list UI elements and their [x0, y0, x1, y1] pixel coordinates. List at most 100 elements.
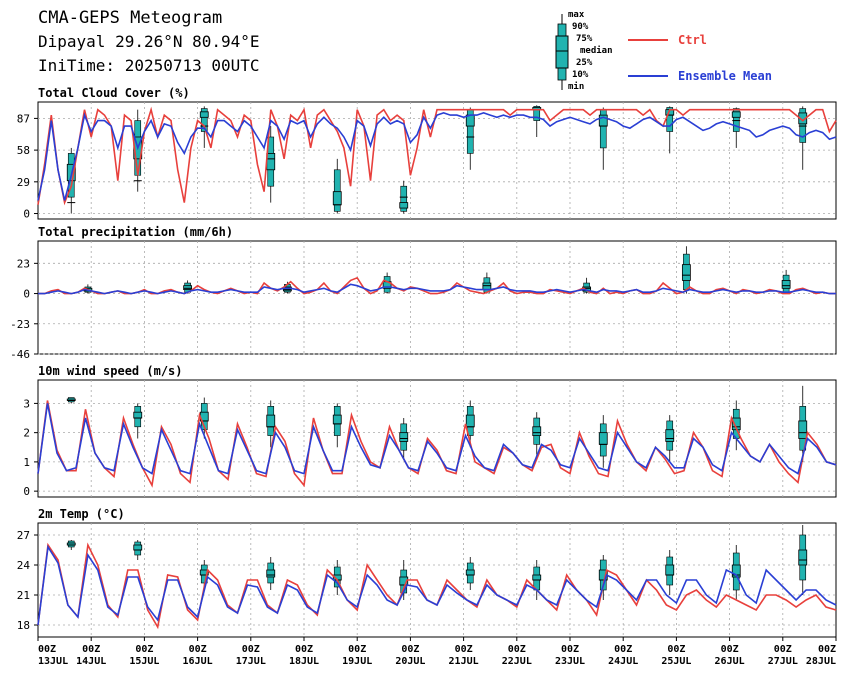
box-outer — [200, 108, 208, 132]
legend-min-label: min — [568, 82, 585, 92]
panel-frame — [37, 522, 837, 638]
y-tick-label: 18 — [17, 619, 30, 632]
y-tick-label: 0 — [23, 208, 30, 221]
box-inner — [598, 432, 608, 445]
x-tick-label-hour: 00Z — [455, 644, 473, 655]
x-tick-label-hour: 00Z — [242, 644, 260, 655]
x-tick-label-hour: 00Z — [818, 644, 836, 655]
box-inner — [681, 264, 691, 281]
box-inner — [199, 111, 209, 118]
x-tick-label-date: 23JUL — [555, 656, 585, 667]
x-tick-label-hour: 00Z — [295, 644, 313, 655]
y-tick-label: 23 — [17, 257, 30, 270]
box-outer — [666, 107, 674, 132]
x-tick-label-date: 16JUL — [183, 656, 213, 667]
series-mean-line — [37, 403, 837, 475]
y-tick-label: 21 — [17, 589, 30, 602]
series-ctrl-line — [37, 400, 837, 488]
y-tick-label: 0 — [23, 288, 30, 301]
y-tick-label: 58 — [17, 144, 30, 157]
legend-p10-label: 10% — [572, 70, 589, 80]
panel-1: -46 -23 0 23 — [10, 240, 837, 361]
box-outer — [333, 169, 341, 212]
x-tick-label-hour: 00Z — [508, 644, 526, 655]
y-tick-label: 3 — [23, 397, 30, 410]
y-tick-label: 87 — [17, 112, 30, 125]
x-tick-label-date: 25JUL — [661, 656, 691, 667]
x-tick-label-date: 22JUL — [502, 656, 532, 667]
x-tick-label-hour: 00Z — [38, 644, 56, 655]
x-tick-label-hour: 00Z — [401, 644, 419, 655]
init-time-label: IniTime: 20250713 00UTC — [38, 56, 260, 75]
box-inner — [399, 202, 409, 209]
x-tick-label-date: 17JUL — [236, 656, 266, 667]
x-tick-label-date: 24JUL — [608, 656, 638, 667]
y-tick-label: 0 — [23, 485, 30, 498]
x-tick-label-hour: 00Z — [135, 644, 153, 655]
x-tick-label-date: 14JUL — [76, 656, 106, 667]
x-tick-label-date: 26JUL — [715, 656, 745, 667]
legend-p75-label: 75% — [576, 34, 593, 44]
panel-2: 0 1 2 3 — [23, 379, 837, 498]
chart-title: CMA-GEPS Meteogram — [38, 8, 223, 28]
box-inner — [731, 564, 741, 578]
x-tick-label-hour: 00Z — [82, 644, 100, 655]
x-tick-label-date: 18JUL — [289, 656, 319, 667]
x-tick-label-date: 21JUL — [449, 656, 479, 667]
y-tick-label: 27 — [17, 529, 30, 542]
panel-frame — [37, 379, 837, 498]
box-inner — [332, 191, 342, 206]
y-tick-label: -23 — [10, 318, 30, 331]
box-inner — [532, 574, 542, 581]
box-inner — [781, 280, 791, 289]
x-tick-label-date: 13JUL — [38, 656, 68, 667]
x-tick-label-date: 27JUL — [768, 656, 798, 667]
x-tick-label-hour: 00Z — [348, 644, 366, 655]
legend-ctrl-label: Ctrl — [678, 33, 707, 47]
box-inner — [266, 414, 276, 428]
box-inner — [465, 569, 475, 576]
x-tick-label-date: 15JUL — [129, 656, 159, 667]
box-inner — [798, 549, 808, 566]
x-tick-label-hour: 00Z — [721, 644, 739, 655]
x-tick-label-hour: 00Z — [614, 644, 632, 655]
box-outer — [400, 185, 408, 212]
legend-mean-label: Ensemble Mean — [678, 69, 772, 83]
box-inner — [133, 411, 143, 419]
legend-p90-label: 90% — [572, 22, 589, 32]
box-inner — [183, 285, 193, 291]
panel-0: 0 29 58 87 — [17, 101, 837, 221]
legend-p25-label: 25% — [576, 58, 593, 68]
series-mean-line — [38, 283, 836, 295]
box-inner — [133, 544, 143, 551]
box-outer — [533, 106, 541, 121]
y-tick-label: 24 — [17, 559, 31, 572]
panel-frame — [37, 101, 837, 220]
box-inner — [399, 432, 409, 442]
series-ctrl-line — [37, 106, 837, 206]
x-tick-label-hour: 00Z — [774, 644, 792, 655]
panel-title-temp: 2m Temp (°C) — [38, 507, 125, 521]
x-tick-label-date: 20JUL — [395, 656, 425, 667]
panel-title-wind: 10m wind speed (m/s) — [38, 364, 183, 378]
box-inner — [266, 152, 276, 171]
y-tick-label: 1 — [23, 456, 30, 469]
legend-box-inner — [555, 35, 569, 69]
series-mean-line — [37, 544, 837, 626]
x-tick-label-date: 28JUL — [806, 656, 836, 667]
box-inner — [482, 282, 492, 291]
box-inner — [731, 111, 741, 118]
box-inner — [798, 112, 808, 125]
x-tick-label-date: 19JUL — [342, 656, 372, 667]
box-outer — [732, 108, 740, 132]
box-inner — [798, 420, 808, 439]
panel-title-cloud: Total Cloud Cover (%) — [38, 86, 190, 100]
legend-median-label: median — [580, 46, 613, 56]
box-inner — [266, 569, 276, 578]
box-inner — [665, 564, 675, 576]
legend-max-label: max — [568, 10, 585, 20]
location-label: Dipayal 29.26°N 80.94°E — [38, 32, 260, 51]
box-outer — [799, 108, 807, 143]
